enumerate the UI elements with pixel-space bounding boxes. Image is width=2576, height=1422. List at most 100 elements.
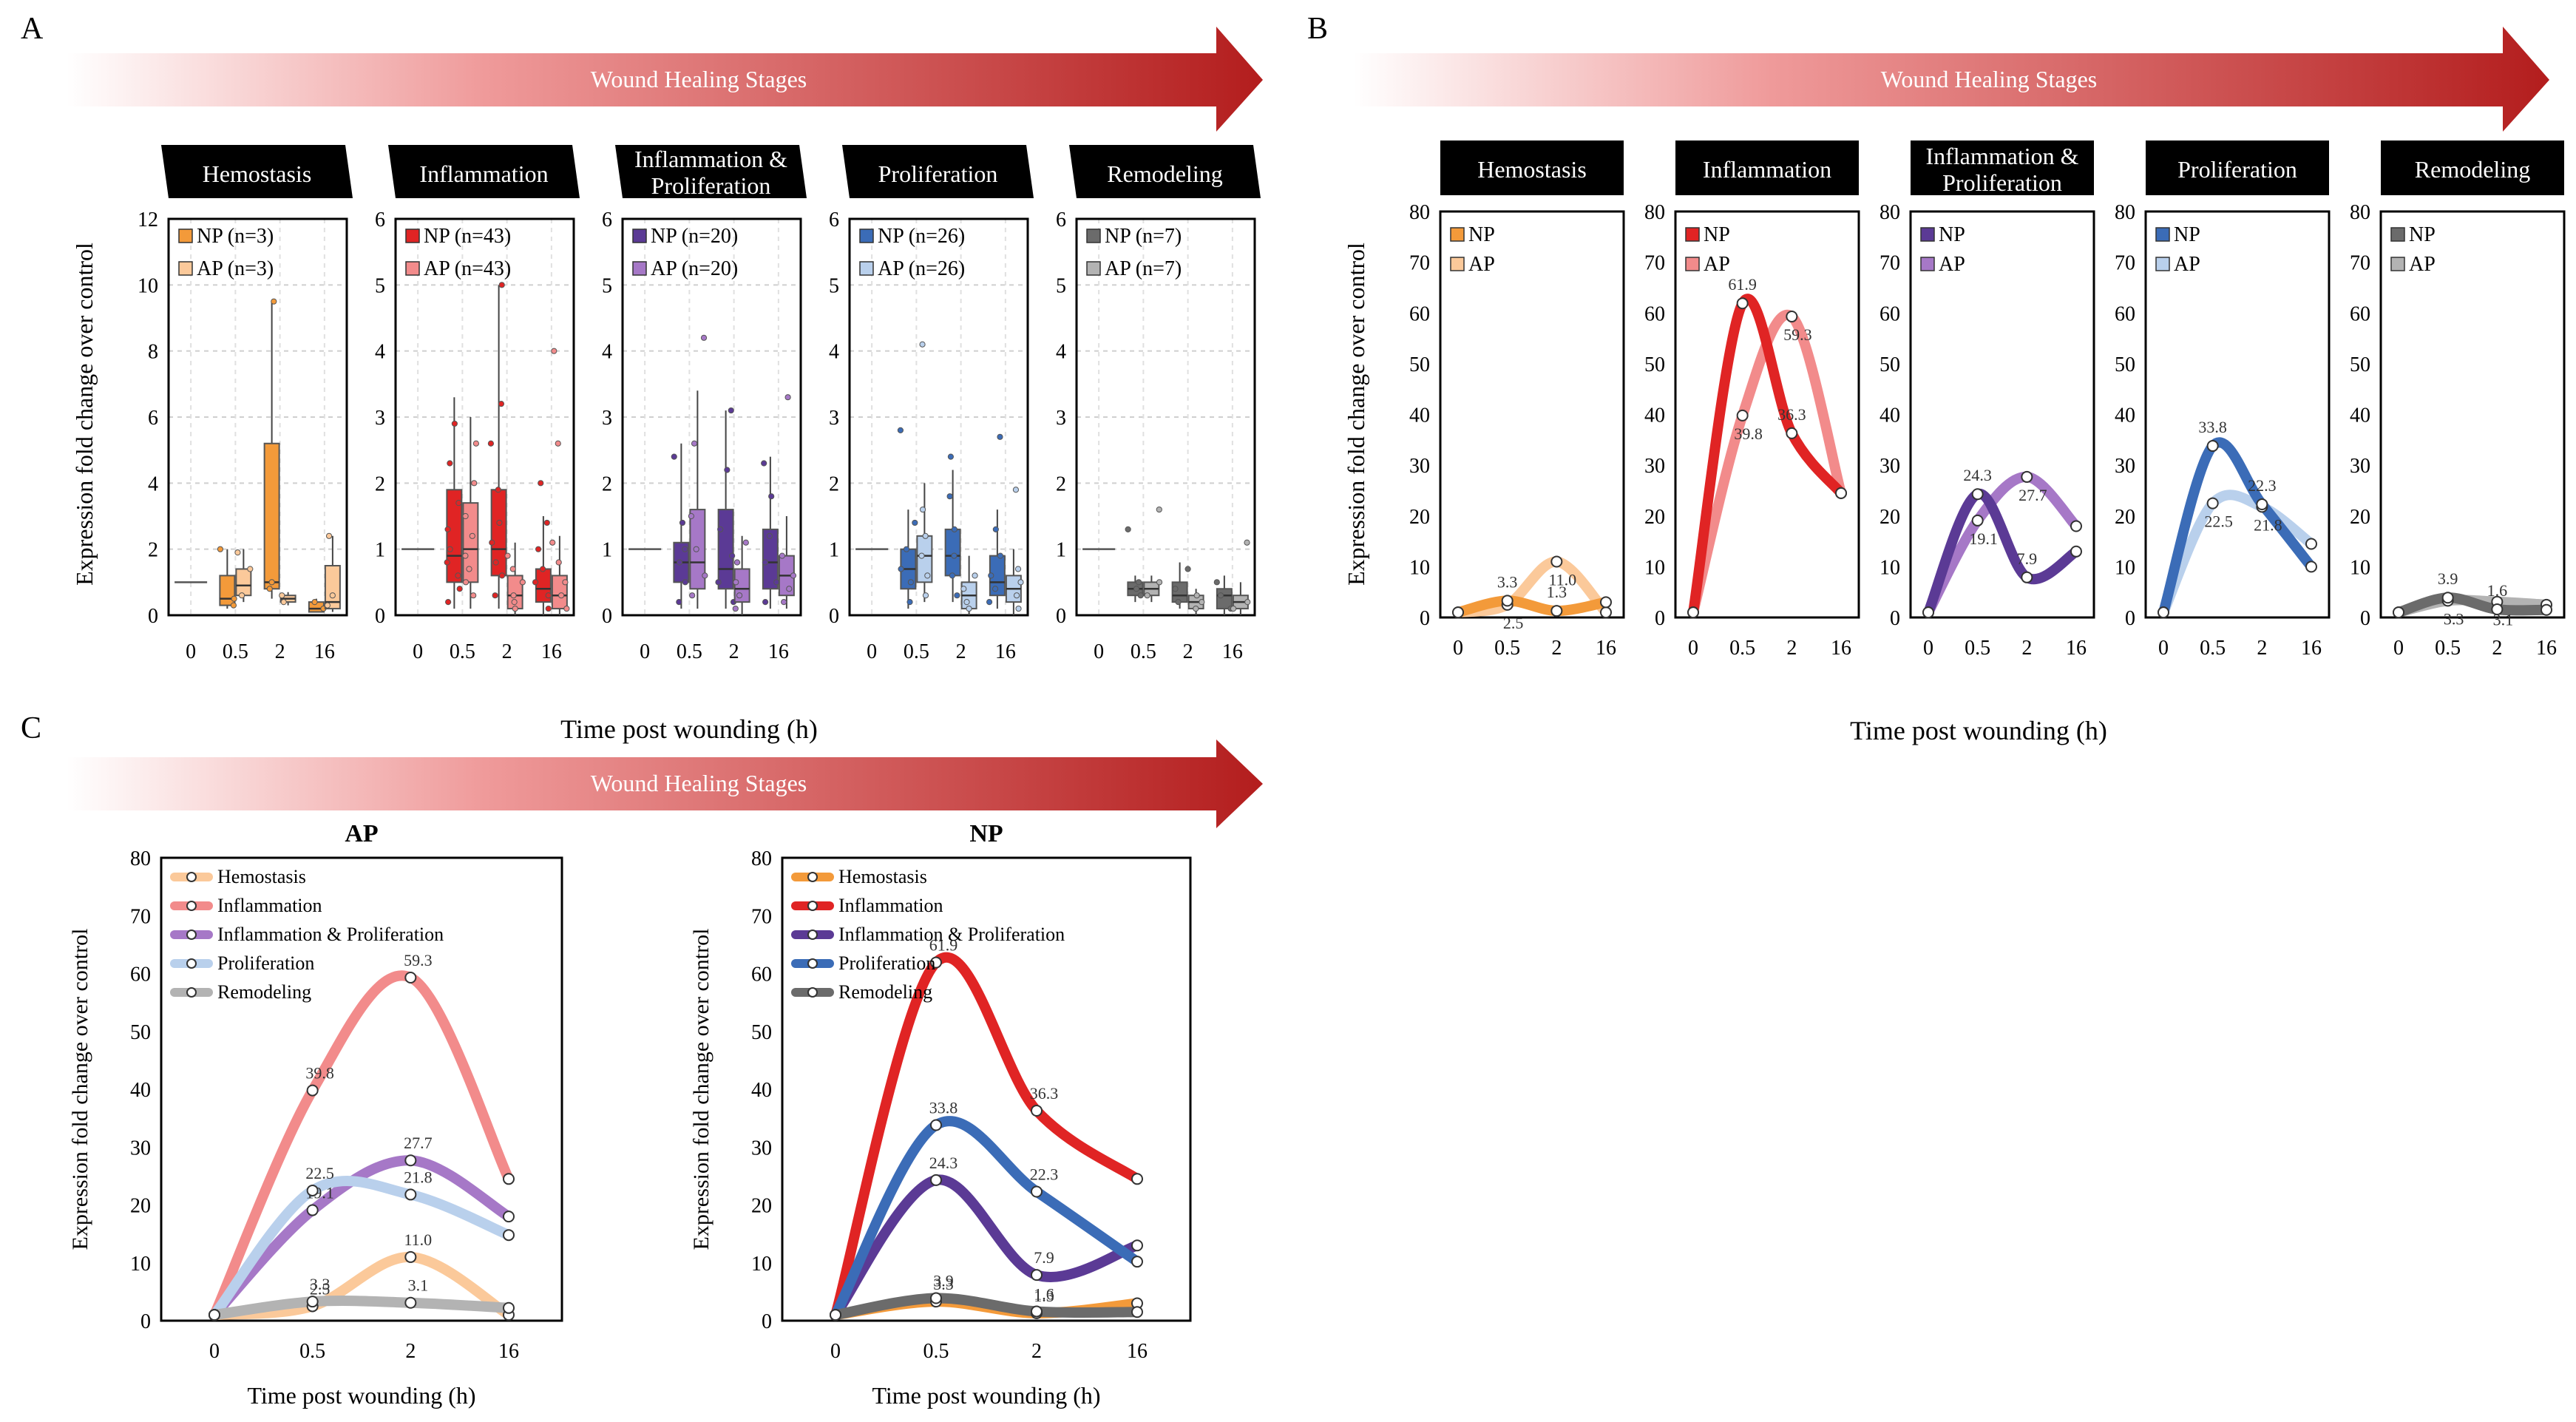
y-tick-label: 0 xyxy=(602,605,612,628)
plot-frame xyxy=(394,217,575,617)
y-tick-label: 5 xyxy=(602,274,612,297)
y-tick-label: 4 xyxy=(1056,341,1066,364)
series-line-np xyxy=(1453,595,1611,618)
box-point xyxy=(742,539,749,546)
boxplot-facet-infl_prolif: Inflammation &Proliferation 0 1 2 3 4 5 6 0 0.5 2 1… xyxy=(602,145,807,663)
facet-title: Proliferation xyxy=(2177,156,2297,183)
box-point xyxy=(1213,579,1220,586)
series-line-ap xyxy=(1923,471,2081,618)
box-point xyxy=(702,572,708,579)
y-axis-title-a: Expression fold change over control xyxy=(71,243,98,586)
box-point xyxy=(466,566,472,572)
box-point xyxy=(1137,592,1144,599)
data-point xyxy=(1131,1173,1143,1185)
x-tick-label: 0.5 xyxy=(1131,640,1156,663)
data-label: 3.1 xyxy=(408,1276,429,1295)
box-point xyxy=(472,440,479,447)
box-point xyxy=(462,552,469,559)
legend-label: Inflammation & Proliferation xyxy=(838,924,1065,945)
data-point xyxy=(306,1296,319,1308)
box-point xyxy=(1136,579,1142,586)
box-point xyxy=(682,546,688,552)
legend-label: NP (n=26) xyxy=(878,225,965,248)
box-point xyxy=(700,334,708,341)
box-point xyxy=(949,572,956,579)
box-point xyxy=(947,453,954,460)
x-tick-label: 0 xyxy=(186,640,196,663)
data-point xyxy=(404,971,417,983)
legend-label: AP (n=43) xyxy=(424,257,511,280)
box-point xyxy=(992,526,999,532)
data-point xyxy=(930,1174,942,1186)
box-point xyxy=(779,552,785,559)
x-tick-label: 2 xyxy=(2257,637,2267,660)
y-tick-label: 5 xyxy=(829,274,839,297)
box-point xyxy=(954,592,960,599)
legend-label: Inflammation xyxy=(217,895,322,916)
plot-frame xyxy=(1909,210,2095,619)
y-tick-label: 70 xyxy=(130,905,151,928)
y-tick-label: 70 xyxy=(1644,252,1665,275)
legend-label: Inflammation xyxy=(838,895,943,916)
y-tick-label: 3 xyxy=(1056,407,1066,430)
box-point xyxy=(960,586,967,592)
x-tick-label: 2 xyxy=(1183,640,1193,663)
data-point xyxy=(1835,487,1847,499)
legend-label: AP xyxy=(2409,253,2436,276)
x-tick-label: 16 xyxy=(995,640,1016,663)
data-label: 59.3 xyxy=(1783,325,1812,344)
y-tick-label: 30 xyxy=(751,1137,772,1159)
line-facet-inflammation: Inflammation 0 10 20 30 40 50 60 70 80 0 0.5 2 16 39.8… xyxy=(1644,140,1860,660)
plot-frame xyxy=(160,856,563,1322)
boxplot-facet-hemostasis: Hemostasis 0 2 4 6 8 10 12 0 0.5 2 16 NP (n=3) AP (n=… xyxy=(138,145,353,663)
y-tick-label: 30 xyxy=(1409,455,1430,478)
stage-arrow-b: Wound Healing Stages xyxy=(1353,27,2549,132)
box-point xyxy=(545,592,552,599)
data-label: 36.3 xyxy=(1777,405,1806,424)
y-tick-label: 50 xyxy=(2115,353,2135,376)
box-point xyxy=(997,552,1004,559)
y-tick-label: 2 xyxy=(829,473,839,495)
box-point xyxy=(325,532,333,539)
box-point xyxy=(1156,506,1162,513)
plot-title: AP xyxy=(345,820,378,847)
box-point xyxy=(562,579,569,586)
x-tick-label: 16 xyxy=(1596,637,1616,660)
y-tick-label: 60 xyxy=(751,964,772,986)
line-facet-proliferation: Proliferation 0 10 20 30 40 50 60 70 80 0 0.5 2 16 22.… xyxy=(2115,140,2331,660)
box-point xyxy=(498,282,505,288)
data-point xyxy=(404,1188,417,1201)
y-tick-label: 30 xyxy=(2115,455,2135,478)
y-tick-label: 30 xyxy=(1880,455,1900,478)
x-tick-label: 0.5 xyxy=(904,640,929,663)
box-point xyxy=(455,500,462,507)
data-label: 7.9 xyxy=(2017,549,2038,568)
data-point xyxy=(1736,297,1749,310)
box-point xyxy=(456,586,463,592)
legend-marker xyxy=(186,958,197,969)
y-tick-label: 4 xyxy=(375,341,385,364)
box-point xyxy=(1193,605,1199,612)
y-tick-label: 60 xyxy=(2115,302,2135,325)
box-point xyxy=(919,506,926,513)
box-point xyxy=(532,579,539,586)
series-line-np xyxy=(1688,294,1846,618)
x-tick-label: 2 xyxy=(1786,637,1797,660)
y-tick-label: 0 xyxy=(1420,607,1430,630)
facet-title-banner xyxy=(1675,140,1859,195)
box-point xyxy=(671,453,677,460)
y-axis-title: Expression fold change over control xyxy=(68,929,92,1250)
facet-title-banner xyxy=(615,145,807,198)
box-point xyxy=(1184,566,1191,572)
data-point xyxy=(503,1229,515,1242)
box-point xyxy=(688,512,695,520)
data-point xyxy=(2305,561,2317,573)
legend-swatch xyxy=(178,228,193,243)
box-point xyxy=(691,440,698,447)
box-point xyxy=(444,526,451,532)
box-point xyxy=(1244,599,1251,606)
box-body xyxy=(733,568,750,603)
legend-label: Hemostasis xyxy=(838,866,927,887)
